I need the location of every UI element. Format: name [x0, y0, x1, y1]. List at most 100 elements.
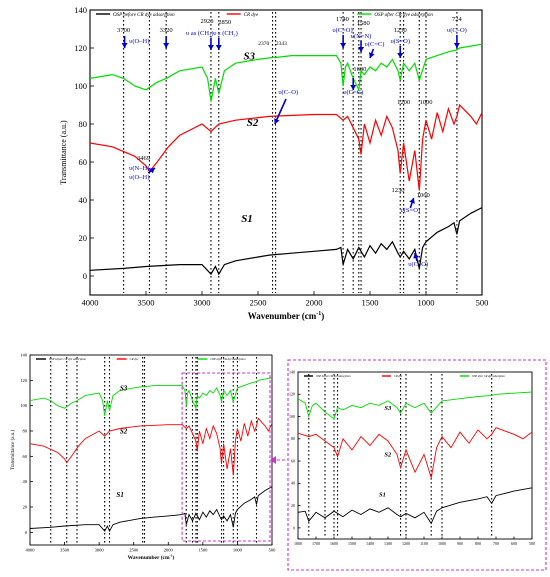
zoom-legend-label-s2: CR dye	[394, 375, 403, 378]
main-band-annotation: υ(O–H)	[129, 38, 149, 45]
main-x-tick-label: 3000	[194, 298, 211, 308]
main-band-annotation: υ(C=O)	[332, 27, 352, 34]
main-band-annotation: 3469	[137, 155, 150, 162]
zoom-x-tick-label: 500	[529, 541, 535, 546]
overview-y-tick-label: 60	[23, 454, 28, 459]
main-band-annotation: 1060	[417, 192, 430, 199]
main-band-annotation: 1000	[420, 99, 433, 106]
main-band-annotation: 1740	[336, 16, 349, 23]
overview-y-tick-label: 140	[20, 353, 28, 358]
arrow-2850-head	[215, 45, 222, 50]
series-label-s3: S3	[243, 51, 255, 63]
overview-y-tick-label: 100	[20, 403, 28, 408]
main-band-annotation: υ(N=N)	[351, 33, 372, 40]
main-x-tick-label: 1500	[362, 298, 379, 308]
zoom-x-tick-label: 800	[475, 541, 481, 546]
arrow-1060-head	[409, 198, 415, 204]
main-band-annotation: 724	[452, 16, 463, 23]
main-band-annotation: υ(N–H)	[129, 165, 149, 172]
zoom-panel-frame	[287, 359, 547, 571]
zoom-series-line-s2	[298, 427, 532, 478]
zoom-x-tick-label: 1600	[330, 541, 338, 546]
arrow-1650-head	[350, 85, 357, 90]
zoom-y-tick-label: 80	[291, 436, 295, 441]
main-band-annotation: 1230	[392, 187, 405, 194]
zoom-series-line-s3	[298, 391, 532, 420]
zoom-legend-label-s1: OSP before CR dye adsorption	[316, 375, 351, 378]
zoom-x-tick-label: 700	[493, 541, 499, 546]
overview-y-tick-label: 0	[25, 530, 28, 535]
main-x-tick-label: 1000	[418, 298, 435, 308]
overview-series-label-s1: S1	[116, 491, 123, 499]
overview-x-tick-label: 2500	[129, 548, 139, 553]
zoom-y-tick-label: 60	[291, 458, 295, 463]
main-band-annotation: υ(O–H)	[129, 174, 149, 181]
main-band-annotation: υ(S=O)	[390, 38, 410, 45]
overview-legend-label-s1: OSP before CR dye adsorption	[49, 357, 86, 361]
zoom-frame	[297, 371, 533, 540]
main-band-annotation: 2343	[276, 41, 287, 47]
zoom-y-tick-label: 140	[289, 369, 295, 374]
main-band-annotation: 3320	[160, 27, 173, 34]
arrow-3469-head	[149, 168, 155, 174]
zoom-axes: 1800 1700 1600 1500 1400 1300 1200 1100 1000 900 8…	[289, 369, 535, 546]
main-frame	[89, 9, 483, 296]
main-band-annotation: υ(C–O)	[408, 261, 428, 268]
main-x-axis-title-text: Wavenumber (cm	[248, 311, 317, 321]
overview-series-line-s2	[30, 417, 272, 476]
overview-x-tick-label: 1500	[198, 548, 208, 553]
overview-y-tick-label: 20	[23, 505, 28, 510]
main-x-tick-label: 2500	[250, 298, 267, 308]
arrow-1060-s1-head	[413, 253, 420, 259]
overview-x-tick-label: 4000	[26, 548, 36, 553]
main-series-line-s1	[90, 207, 482, 276]
main-band-annotation: 3700	[117, 27, 130, 34]
arrow-724-head	[453, 43, 460, 48]
main-band-annotation: υ(S=O)	[401, 207, 421, 214]
overview-x-axis-title-text: Wavenumber (cm	[128, 554, 170, 561]
main-band-annotation: 1230	[394, 27, 407, 34]
arrow-1580-head	[358, 47, 365, 52]
overview-series-line-s3	[30, 377, 272, 416]
main-series-line-s3	[90, 43, 482, 102]
zoom-x-tick-label: 1800	[294, 541, 302, 546]
overview-x-tick-label: 500	[269, 548, 277, 553]
main-legend-label-s1: OSP before CR dye adsorption	[113, 13, 175, 18]
overview-y-tick-label: 80	[23, 429, 28, 434]
main-band-annotation: 1200	[397, 99, 410, 106]
zoom-x-tick-label: 600	[511, 541, 517, 546]
main-band-annotation: 1600	[353, 66, 366, 73]
main-band-annotation: 1580	[357, 20, 370, 27]
zoom-y-tick-label: 120	[289, 392, 295, 397]
main-y-tick-label: 0	[83, 271, 87, 281]
overview-x-axis-title-end: )	[173, 554, 175, 561]
main-band-annotation: υ s (CH₂)	[213, 30, 238, 37]
overview-y-tick-label: 120	[20, 378, 28, 383]
overview-axes: 4000 3500 3000 2500 2000 1500 1000 500 0 20 40 60 80…	[11, 353, 276, 561]
main-y-tick-label: 120	[74, 43, 87, 53]
main-band-annotation: 2850	[218, 19, 231, 26]
main-x-tick-label: 2000	[306, 298, 323, 308]
zoom-x-tick-label: 1500	[348, 541, 356, 546]
zoom-x-tick-label: 900	[457, 541, 463, 546]
overview-x-tick-label: 2000	[164, 548, 174, 553]
main-y-tick-label: 80	[79, 119, 88, 129]
main-y-tick-label: 100	[74, 81, 87, 91]
zoom-x-tick-label: 1400	[366, 541, 374, 546]
arrow-3320-head	[163, 43, 170, 48]
arrow-1230-head	[397, 53, 404, 58]
main-x-tick-label: 500	[476, 298, 489, 308]
main-y-tick-label: 60	[79, 157, 88, 167]
main-legend-label-s2: CR dye	[244, 13, 259, 18]
main-y-axis-title: Transmittance (a.u.)	[59, 120, 68, 185]
overview-x-tick-label: 3500	[60, 548, 70, 553]
overview-x-tick-label: 1000	[233, 548, 243, 553]
overview-series-label-s2: S2	[120, 428, 128, 436]
main-band-annotation: υ(C–O)	[278, 89, 298, 96]
arrow-1740-head	[340, 43, 347, 48]
main-x-axis-title: Wavenumber (cm-1)	[248, 311, 325, 321]
main-band-annotation: υ(C=C)	[365, 41, 385, 48]
zoom-region-box	[181, 372, 271, 542]
overview-x-tick-label: 3000	[95, 548, 105, 553]
